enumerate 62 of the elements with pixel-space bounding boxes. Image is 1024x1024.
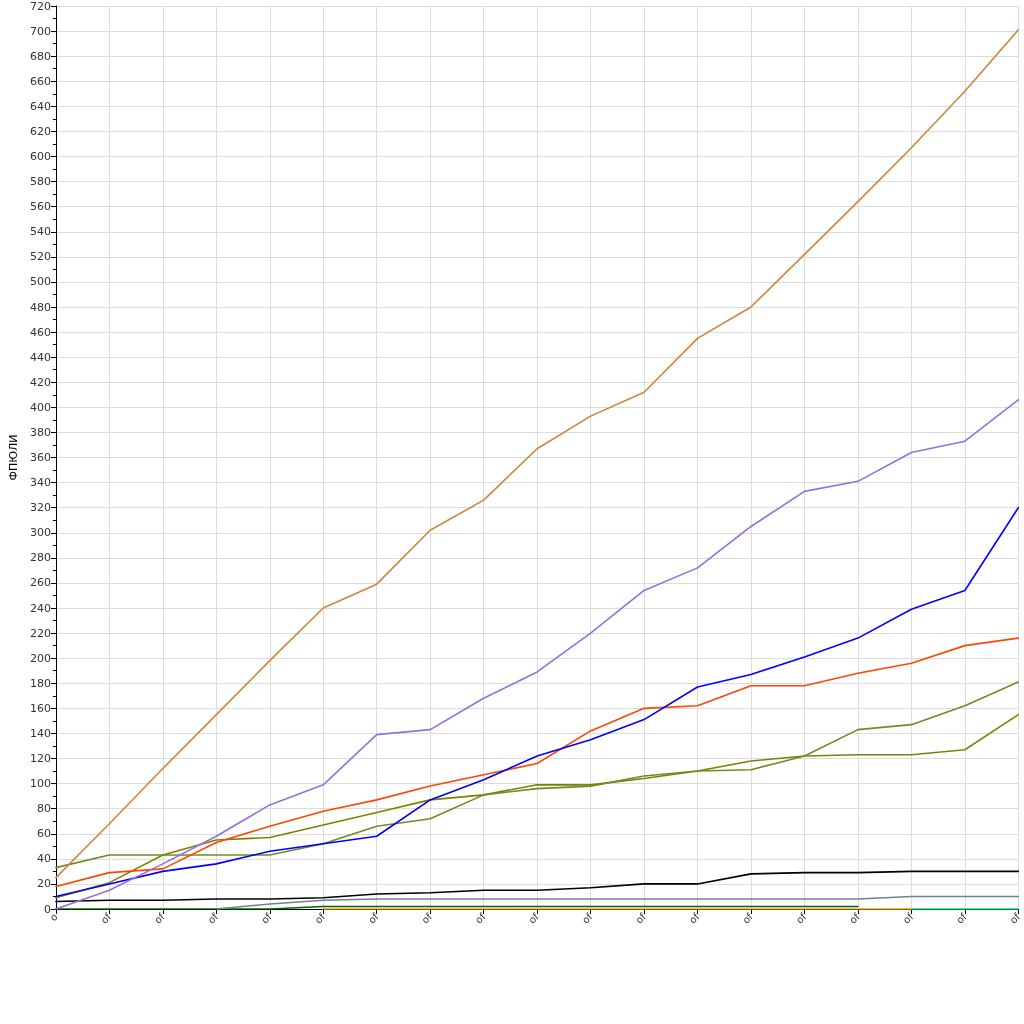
- y-axis-title: ФПЮЛИ: [7, 434, 20, 481]
- x-tick-label: of: [312, 910, 328, 926]
- y-tick-label: 80: [36, 802, 51, 816]
- y-tick-label: 680: [29, 49, 51, 63]
- y-tick-label: 500: [29, 275, 51, 289]
- y-tick-label: 700: [29, 24, 51, 38]
- y-tick-label: 520: [29, 250, 51, 264]
- y-tick-label: 400: [29, 400, 51, 414]
- y-tick-label: 220: [29, 626, 51, 640]
- y-tick-label: 340: [29, 476, 51, 490]
- y-tick-label: 200: [29, 651, 51, 665]
- y-tick-label: 660: [29, 74, 51, 88]
- y-tick-label: 260: [29, 576, 51, 590]
- y-tick-label: 280: [29, 551, 51, 565]
- x-tick-label: of: [205, 910, 221, 926]
- y-tick-label: 140: [29, 726, 51, 740]
- y-tick-label: 460: [29, 325, 51, 339]
- x-tick-label: of: [793, 910, 809, 926]
- line-series: [55, 637, 1020, 888]
- y-tick-label: 120: [29, 752, 51, 765]
- line-series: [55, 713, 1020, 899]
- y-tick-label: 560: [29, 200, 51, 214]
- y-tick-label: 600: [29, 150, 51, 163]
- y-tick-label: 440: [29, 350, 51, 364]
- y-tick-label: 0: [43, 902, 51, 916]
- line-series: [55, 29, 1020, 879]
- y-tick-label: 20: [36, 877, 51, 891]
- x-tick-label: of: [472, 910, 488, 926]
- x-tick-label: of: [98, 910, 114, 926]
- x-tick-label: of: [1007, 910, 1023, 926]
- y-tick-label: 380: [29, 425, 51, 439]
- x-tick-label: of: [419, 910, 435, 926]
- x-tick-label: of: [366, 910, 381, 926]
- y-tick-label: 240: [29, 601, 51, 615]
- x-tick-label: of: [526, 910, 542, 926]
- x-tick-label: of: [152, 910, 168, 926]
- y-tick-label: 540: [29, 225, 51, 239]
- x-tick-label: of: [633, 910, 649, 926]
- y-tick-label: 480: [29, 300, 51, 314]
- y-tick-label: 420: [29, 375, 51, 389]
- y-tick-label: 640: [29, 99, 51, 113]
- y-tick-label: 100: [29, 777, 51, 791]
- y-tick-label: 580: [29, 175, 51, 189]
- x-tick-label: of: [847, 910, 863, 926]
- y-tick-label: 620: [29, 124, 51, 138]
- x-tick-label: of: [954, 910, 970, 926]
- y-tick-label: 720: [29, 0, 51, 13]
- line-series: [55, 506, 1020, 898]
- x-tick-label: of: [686, 910, 702, 926]
- y-tick-label: 60: [36, 827, 51, 841]
- x-tick-label: of: [900, 910, 916, 926]
- y-tick-label: 360: [29, 451, 51, 464]
- x-tick-label: of: [579, 910, 595, 926]
- line-series: [55, 681, 1020, 869]
- line-series: [215, 895, 1020, 910]
- y-tick-label: 180: [29, 676, 51, 690]
- y-tick-label: 40: [36, 852, 51, 866]
- y-tick-label: 160: [29, 701, 51, 715]
- y-tick-label: 320: [29, 501, 51, 515]
- x-tick-label: of: [740, 910, 756, 926]
- y-tick-label: 300: [29, 526, 51, 540]
- x-tick-label: of: [259, 910, 274, 926]
